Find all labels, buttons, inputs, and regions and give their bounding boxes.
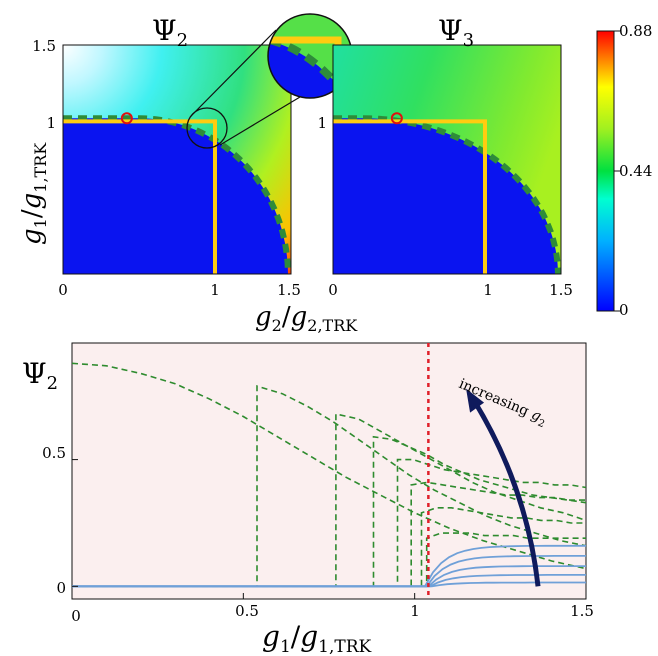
line-series-1: [71, 362, 587, 570]
colorbar-tick-mid: 0.44: [619, 162, 652, 180]
heatmap-psi3-xtick-1.5: 1.5: [549, 281, 573, 299]
heatmap-psi2-ytick-1.5: 1.5: [32, 37, 56, 55]
line-series-13: [72, 581, 586, 588]
line-plot-ylabel: Ψ2: [22, 357, 58, 394]
heatmap-psi3-yellow-path: [333, 119, 487, 274]
heatmap-psi3-ytick-1: 1: [317, 114, 327, 132]
line-series-11: [72, 565, 586, 588]
line-plot-ticks: [71, 459, 587, 599]
heatmap-psi3-title: Ψ3: [438, 14, 474, 51]
line-series-12: [72, 574, 586, 588]
colorbar: 0.88 0.44 0: [596, 22, 652, 319]
line-series-6: [72, 481, 586, 588]
line-plot-xtick-1: 1: [410, 602, 420, 620]
line-series-9: [72, 544, 586, 588]
line-plot: increasing g2 0 0.5 0 0.5 1 1.5 Ψ2 g1/g1…: [22, 342, 594, 656]
heatmap-psi3-xtick-1: 1: [483, 281, 493, 299]
zoom-blue-region: [268, 40, 352, 98]
line-plot-xtick-0: 0: [71, 607, 81, 625]
line-series-10: [72, 555, 586, 588]
zoom-phase-boundary: [268, 36, 352, 98]
line-series-3: [72, 413, 587, 588]
heatmap-psi2-ytick-1: 1: [46, 114, 56, 132]
heatmap-psi2-yellow-path: [63, 119, 217, 274]
heatmap-psi2-title: Ψ2: [152, 14, 188, 51]
line-plot-xlabel: g1/g1,TRK: [262, 620, 371, 656]
line-series-7: [72, 507, 586, 588]
colorbar-tick-max: 0.88: [619, 22, 652, 40]
heatmap-psi3-xtick-0: 0: [328, 281, 338, 299]
colorbar-tick-min: 0: [619, 301, 629, 319]
zoom-source-circle: [186, 107, 228, 149]
zoom-connector-lower: [219, 96, 301, 146]
heatmap-psi2: [62, 44, 292, 275]
heatmap-psi2-xtick-1.5: 1.5: [277, 281, 301, 299]
line-plot-xtick-1.5: 1.5: [570, 602, 594, 620]
line-series-5: [72, 458, 587, 588]
line-plot-ytick-0.5: 0.5: [42, 444, 66, 462]
heatmap-psi2-xtick-0: 0: [58, 281, 68, 299]
line-series-4: [72, 435, 587, 588]
line-plot-arrow: [466, 388, 541, 587]
heatmap-psi3: [332, 44, 562, 275]
heatmap-psi2-xtick-1: 1: [210, 281, 220, 299]
heatmap-psi2-marker: [120, 112, 133, 125]
heatmap-ylabel: g1/g1,TRK: [17, 142, 50, 245]
line-plot-xtick-0.5: 0.5: [235, 602, 259, 620]
heatmap-xlabel: g2/g2,TRK: [255, 302, 358, 335]
colorbar-gradient: [596, 30, 615, 312]
heatmap-psi3-blue-region: [333, 118, 561, 274]
heatmap-psi3-marker: [390, 112, 403, 125]
zoom-connector-upper: [190, 29, 277, 117]
line-plot-ytick-0: 0: [56, 579, 66, 597]
line-plot-series-group: [71, 362, 587, 588]
